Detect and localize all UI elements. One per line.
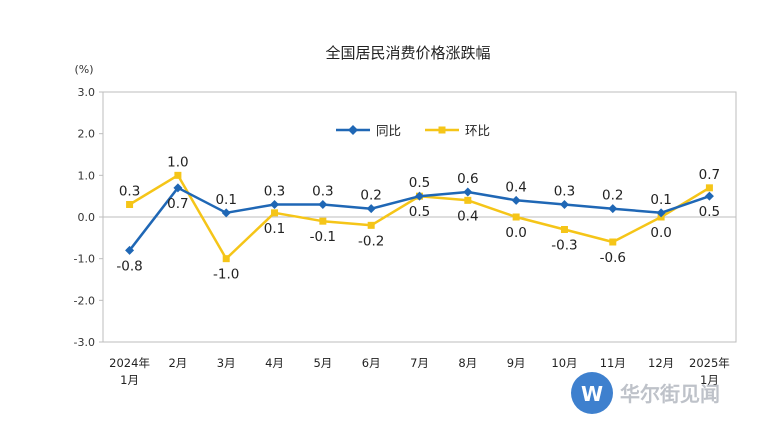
- data-label-mom: 0.1: [264, 221, 285, 237]
- data-label-yoy: 0.2: [602, 188, 623, 204]
- data-label-mom: -1.0: [213, 267, 239, 283]
- x-tick-label: 9月: [507, 356, 526, 370]
- data-point-yoy: [318, 200, 328, 209]
- legend: 同比 环比: [336, 123, 490, 138]
- data-point-yoy: [463, 187, 473, 197]
- watermark-logo-letter: W: [581, 382, 603, 406]
- data-point-yoy: [511, 195, 521, 205]
- y-unit-label: (%): [74, 63, 93, 76]
- data-label-mom: 0.0: [650, 225, 671, 241]
- x-tick-label: 10月: [551, 356, 577, 370]
- x-tick-label: 8月: [458, 356, 477, 370]
- y-tick-label: -1.0: [74, 253, 95, 266]
- legend-yoy-label: 同比: [376, 123, 401, 138]
- legend-item-yoy: 同比: [336, 123, 401, 138]
- data-label-mom: 0.7: [699, 167, 720, 183]
- watermark-logo-icon: [571, 372, 613, 414]
- data-label-yoy: 0.5: [699, 204, 720, 220]
- x-tick-label: 2024年: [109, 356, 150, 370]
- y-tick-label: 0.0: [78, 211, 96, 224]
- data-label-yoy: 0.5: [409, 204, 430, 220]
- data-label-yoy: 0.1: [215, 192, 236, 208]
- y-tick-label: -2.0: [74, 294, 95, 307]
- x-tick-label: 12月: [648, 356, 674, 370]
- data-point-mom: [174, 171, 182, 179]
- x-tick-label: 7月: [410, 356, 429, 370]
- data-point-yoy: [559, 200, 569, 209]
- y-tick-label: 3.0: [78, 86, 96, 99]
- x-tick-label: 3月: [217, 356, 236, 370]
- legend-yoy-marker: [348, 125, 358, 135]
- x-tick-label: 5月: [313, 356, 332, 370]
- data-label-yoy: 0.6: [457, 171, 478, 187]
- data-label-yoy: -0.8: [116, 258, 142, 274]
- watermark-text: 华尔街见闻: [620, 382, 720, 406]
- data-point-mom: [319, 217, 327, 225]
- x-tick-label: 2025年: [689, 356, 730, 370]
- data-point-yoy: [221, 208, 231, 218]
- data-labels: -0.8 0.3 0.7 1.0 0.1 -1.0 0.3 0.1 0.3 -0.1 0.2 -0.2…: [116, 154, 720, 282]
- data-label-yoy: 0.1: [650, 192, 671, 208]
- data-point-mom: [126, 201, 134, 208]
- data-label-mom: -0.3: [551, 238, 577, 254]
- data-label-mom: -0.1: [310, 229, 336, 245]
- data-label-yoy: 0.3: [554, 184, 575, 200]
- chart-title: 全国居民消费价格涨跌幅: [325, 44, 490, 62]
- data-point-yoy: [704, 191, 714, 201]
- data-label-mom: 1.0: [167, 154, 188, 170]
- x-axis: 2024年 1月 2月 3月 4月 5月 6月 7月 8月 9月 10月 11月 12月 2025年 1月: [109, 356, 730, 387]
- data-point-yoy: [173, 183, 183, 193]
- series-layer: [125, 171, 714, 263]
- data-label-yoy: 0.2: [360, 188, 381, 204]
- y-tick-label: 1.0: [78, 169, 96, 182]
- legend-mom-label: 环比: [465, 123, 490, 138]
- data-label-mom: -0.6: [600, 250, 626, 266]
- data-label-mom: 0.5: [409, 175, 430, 191]
- data-label-yoy: 0.3: [312, 184, 333, 200]
- x-tick-label: 1月: [700, 373, 719, 387]
- data-point-mom: [512, 213, 520, 221]
- x-tick-label: 2月: [168, 356, 187, 370]
- data-label-mom: 0.3: [119, 184, 140, 200]
- data-label-yoy: 0.3: [264, 184, 285, 200]
- x-tick-label: 1月: [120, 373, 139, 387]
- data-point-mom: [222, 255, 230, 263]
- watermark: W 华尔街见闻: [571, 372, 720, 414]
- data-point-yoy: [270, 200, 280, 209]
- data-label-mom: 0.4: [457, 208, 478, 224]
- y-tick-label: -3.0: [74, 336, 95, 349]
- data-point-yoy: [656, 208, 666, 218]
- data-point-mom: [464, 196, 472, 204]
- data-point-mom: [609, 238, 617, 246]
- data-point-yoy: [125, 245, 135, 255]
- data-label-mom: -0.2: [358, 233, 384, 249]
- data-label-mom: 0.0: [505, 225, 526, 241]
- x-tick-label: 4月: [265, 356, 284, 370]
- data-point-yoy: [415, 191, 424, 201]
- x-tick-label: 6月: [362, 356, 381, 370]
- legend-mom-marker: [438, 126, 446, 134]
- y-tick-label: 2.0: [78, 128, 96, 141]
- legend-item-mom: 环比: [425, 123, 490, 138]
- data-point-yoy: [608, 204, 618, 214]
- data-point-mom: [705, 184, 713, 192]
- data-point-yoy: [366, 204, 376, 214]
- x-tick-label: 11月: [600, 356, 626, 370]
- data-label-yoy: 0.4: [505, 179, 526, 195]
- data-point-mom: [367, 221, 375, 229]
- data-point-mom: [271, 209, 279, 217]
- y-axis: 3.0 2.0 1.0 0.0 -1.0 -2.0 -3.0: [74, 86, 103, 349]
- data-label-yoy: 0.7: [167, 196, 188, 212]
- data-point-mom: [560, 226, 568, 233]
